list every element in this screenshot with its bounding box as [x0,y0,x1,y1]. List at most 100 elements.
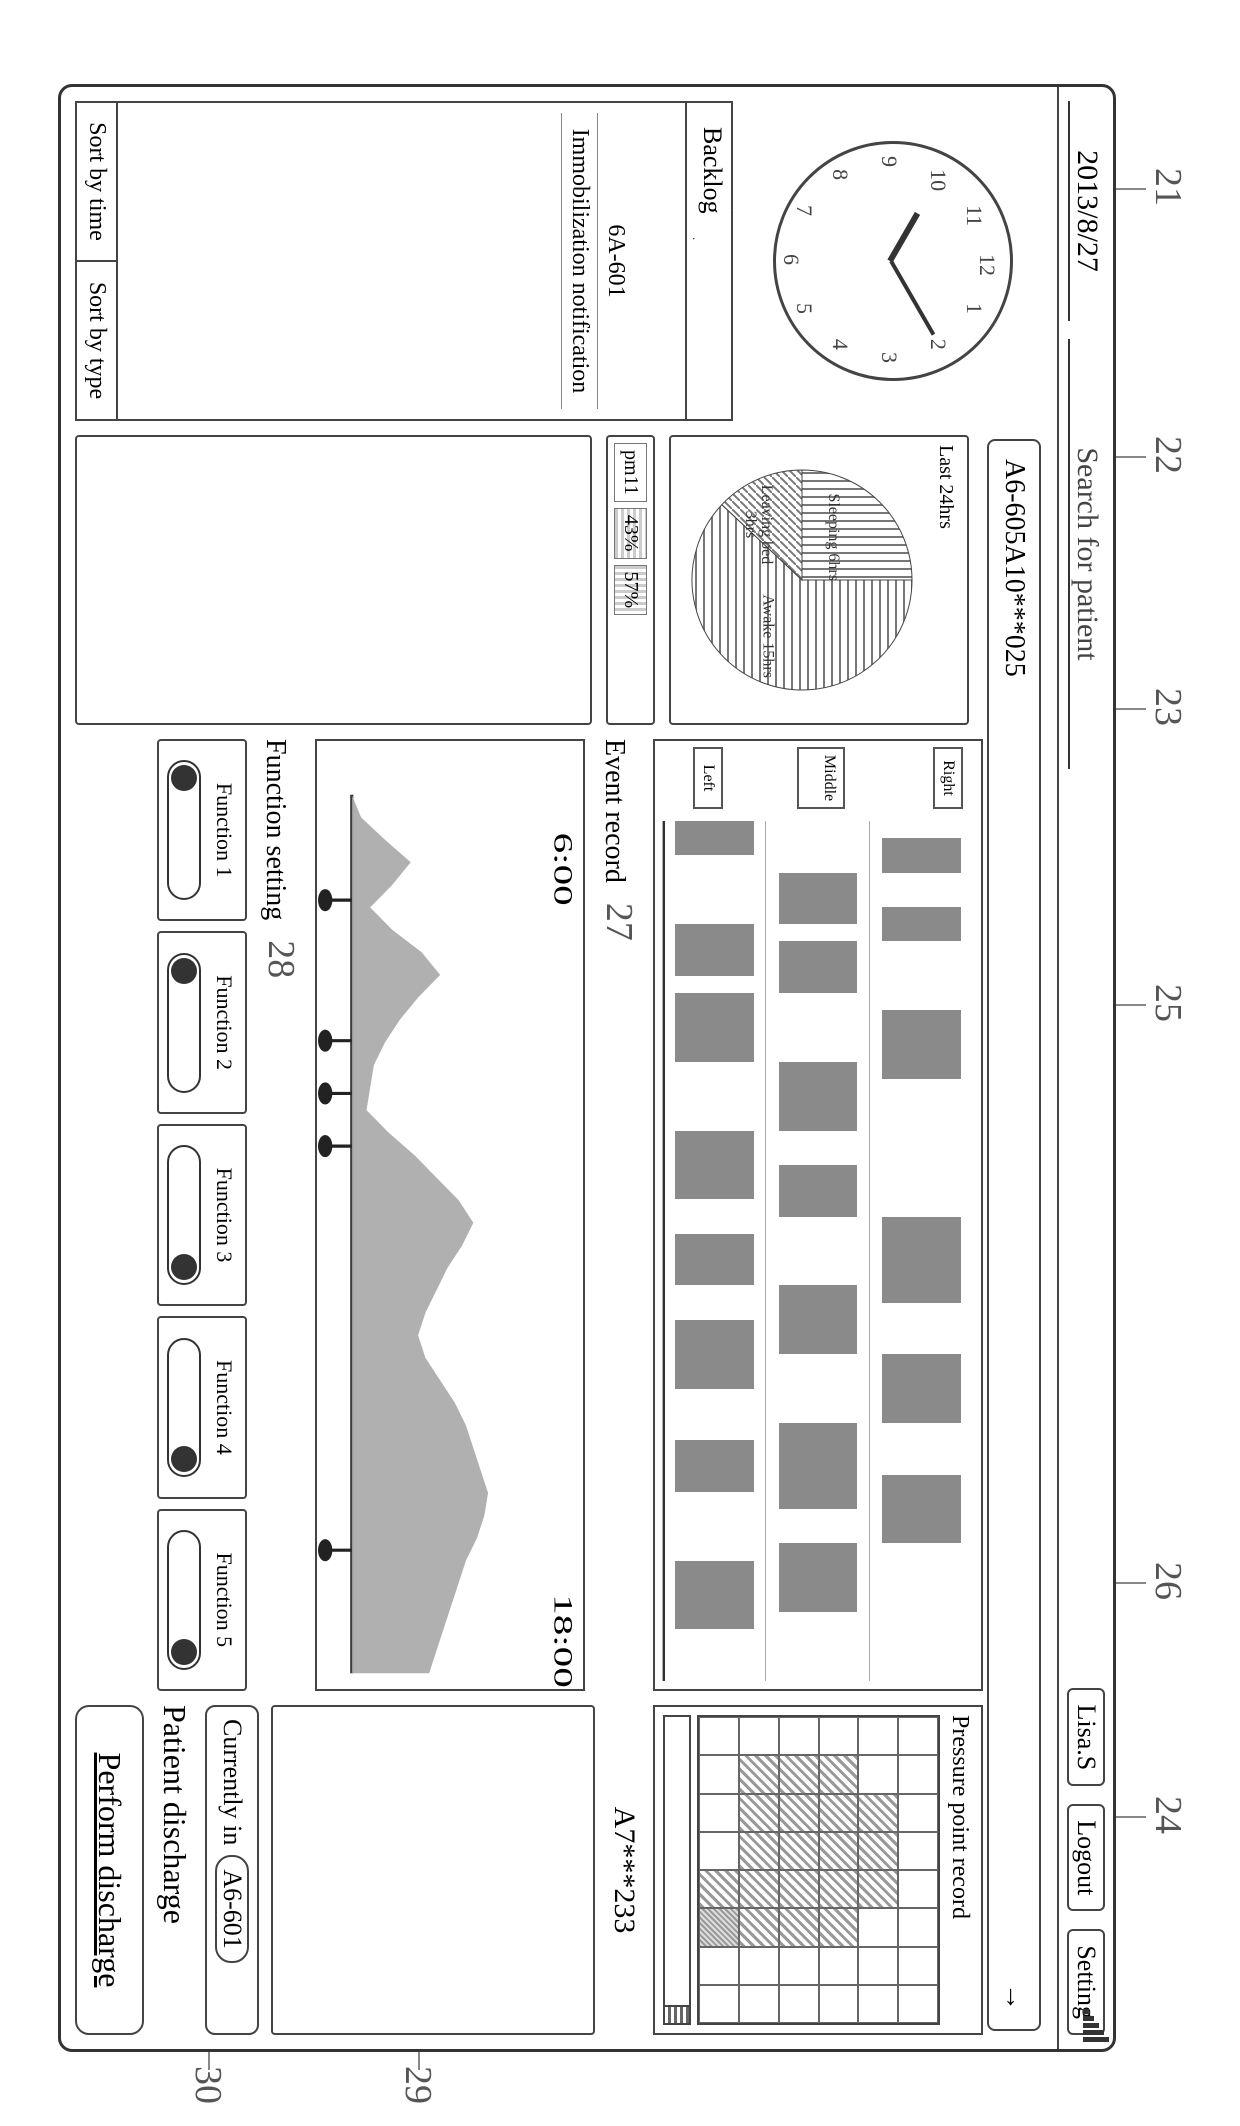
gantt-bar [675,1561,754,1630]
callout-30: 30 [186,2066,230,2104]
pressure-cell [819,1717,859,1755]
pressure-cell [779,1870,819,1908]
clock-num: 10 [925,169,951,191]
callout-21: 21 [1146,168,1190,206]
patient-room: A6-605 [998,459,1030,545]
pressure-cell [739,1717,779,1755]
logout-button[interactable]: Logout [1067,1804,1105,1911]
pressure-cell [819,1947,859,1985]
clock-num: 12 [974,254,1000,276]
pressure-cell [819,1794,859,1832]
pressure-cell [739,1985,779,2023]
top-bar: 2013/8/27 Search for patient Lisa.S Logo… [1057,87,1113,2049]
currently-value: A6-601 [215,1855,249,1962]
event-panel: 6:0018:00 [315,739,585,1691]
gantt-bar [675,924,754,976]
function-label: Function 2 [211,939,237,1105]
right-patient-code: A7***233 [607,1705,641,2035]
pressure-cell [699,1908,739,1946]
pressure-cell [779,1755,819,1793]
app-frame: 2013/8/27 Search for patient Lisa.S Logo… [58,84,1116,2052]
currently-in-box: Currently in A6-601 [205,1705,259,2035]
gantt-panel: Right Middle Left [653,739,983,1691]
function-title: Function setting [259,739,291,920]
pressure-cell [779,1832,819,1870]
date-display: 2013/8/27 [1068,101,1104,321]
gantt-bar [675,1320,754,1389]
bar-cell: pm11 [614,443,647,502]
pressure-cell [739,1908,779,1946]
backlog-item[interactable]: 6A-601 [597,113,633,409]
pressure-cell [858,1985,898,2023]
pie-panel: Last 24hrs Awake 15hrsLeaving bed3hrsSle… [669,435,969,725]
pressure-cell [739,1870,779,1908]
clock-num: 4 [827,339,853,350]
gantt-bar [779,1423,858,1509]
gantt-bar [882,1354,961,1423]
clock-num: 8 [827,169,853,180]
clock: 121234567891011 [773,141,1013,381]
pie-chart: Awake 15hrsLeaving bed3hrsSleeping 6hrs [682,445,932,715]
function-label: Function 5 [211,1517,237,1683]
clock-num: 5 [791,303,817,314]
gantt-bar [882,907,961,941]
sort-by-time-button[interactable]: Sort by time [77,103,116,260]
pressure-cell [699,1985,739,2023]
function-label: Function 1 [211,747,237,913]
svg-text:Awake 15hrs: Awake 15hrs [760,595,777,678]
pressure-cell [898,1832,938,1870]
backlog-tab[interactable]: Backlog [693,101,733,240]
function-row: Function 1 Function 2 Function 3 Function 4… [157,739,247,1691]
callout-23: 23 [1146,688,1190,726]
pressure-cell [739,1755,779,1793]
pressure-cell [739,1947,779,1985]
function-toggle[interactable]: Function 5 [157,1509,247,1691]
pressure-scroll[interactable] [663,1715,691,2025]
pressure-cell [819,1908,859,1946]
pressure-cell [858,1870,898,1908]
pressure-title: Pressure point record [946,1715,973,2025]
pressure-cell [858,1794,898,1832]
callout-26: 26 [1146,1562,1190,1600]
pressure-cell [858,1717,898,1755]
clock-num: 3 [876,352,902,363]
function-toggle[interactable]: Function 4 [157,1316,247,1498]
patient-banner[interactable]: A6-605 A10***025 → [987,439,1041,2031]
right-blank-panel [271,1705,595,2035]
callout-27: 27 [597,903,641,941]
perform-discharge-button[interactable]: Perform discharge [75,1705,144,2035]
pressure-cell [898,1870,938,1908]
function-toggle[interactable]: Function 3 [157,1124,247,1306]
pressure-panel: Pressure point record [653,1705,983,2035]
pressure-cell [819,1985,859,2023]
function-toggle[interactable]: Function 1 [157,739,247,921]
blank-panel [75,435,592,725]
pressure-cell [699,1870,739,1908]
pressure-cell [858,1908,898,1946]
search-input[interactable]: Search for patient [1068,339,1104,769]
gantt-bar [779,1062,858,1131]
callout-25: 25 [1146,984,1190,1022]
gantt-bar [882,1217,961,1303]
pressure-cell [819,1755,859,1793]
gantt-bar [675,1234,754,1286]
user-button[interactable]: Lisa.S [1067,1688,1105,1786]
event-title: Event record [598,739,630,883]
gantt-bar [882,1010,961,1079]
pressure-cell [699,1794,739,1832]
backlog-item[interactable]: Immobilization notification [561,113,597,409]
clock-num: 1 [961,303,987,314]
sort-by-type-button[interactable]: Sort by type [77,260,116,419]
bar-cell: 43% [614,508,647,559]
svg-text:Sleeping 6hrs: Sleeping 6hrs [825,493,842,581]
discharge-title: Patient discharge [156,1705,193,2035]
arrow-icon[interactable]: → [998,1983,1030,2011]
gantt-bar [779,1285,858,1354]
gantt-row-label: Left [693,747,723,809]
gantt-bar [882,1475,961,1544]
pressure-cell [819,1832,859,1870]
pressure-cell [779,1717,819,1755]
function-toggle[interactable]: Function 2 [157,931,247,1113]
pressure-cell [898,1947,938,1985]
pressure-cell [779,1947,819,1985]
